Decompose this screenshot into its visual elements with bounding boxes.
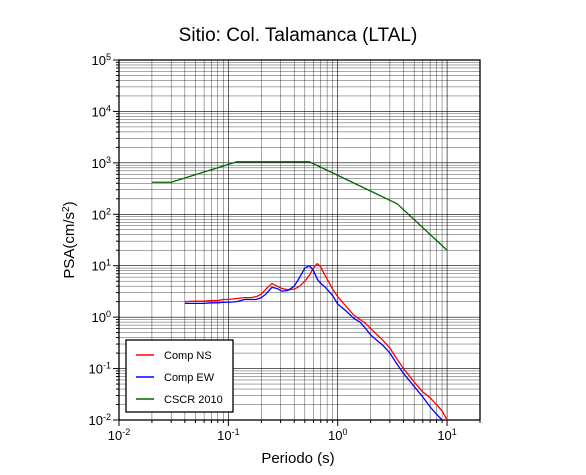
series-line-comp-ew (184, 265, 443, 421)
y-tick-label-exponent: 4 (106, 103, 111, 113)
y-tick-label: 102 (92, 206, 111, 222)
x-tick-label-exponent: 0 (342, 427, 347, 437)
x-tick-label-base: 10 (328, 428, 342, 443)
grid (119, 60, 480, 420)
y-tick-label-base: 10 (92, 104, 106, 119)
x-axis-ticks: 10-2 10-1 100 101 (108, 427, 457, 443)
legend: Comp NS Comp EW CSCR 2010 (125, 339, 234, 413)
y-tick-label-exponent: 1 (106, 258, 111, 268)
y-tick-label-exponent: 0 (106, 309, 111, 319)
y-tick-label-base: 10 (92, 310, 106, 325)
x-tick-label: 100 (328, 427, 347, 443)
legend-label-cscr-2010: CSCR 2010 (164, 394, 223, 406)
x-tick-label-exponent: -2 (122, 427, 130, 437)
y-tick-label-base: 10 (92, 156, 106, 171)
y-tick-label-base: 10 (92, 53, 106, 68)
y-tick-label: 100 (92, 309, 111, 325)
x-tick-label: 101 (437, 427, 456, 443)
legend-label-comp-ew: Comp EW (164, 372, 215, 384)
plot-frame (113, 59, 481, 426)
x-axis-label: Periodo (s) (261, 450, 334, 467)
y-tick-label: 10-2 (89, 412, 111, 428)
y-tick-label: 103 (92, 155, 111, 171)
y-tick-label-exponent: -2 (103, 412, 111, 422)
y-tick-label-exponent: 3 (106, 155, 111, 165)
y-axis-label-close: ) (61, 201, 78, 206)
y-tick-label-base: 10 (89, 413, 103, 428)
x-tick-label-base: 10 (217, 428, 231, 443)
plot-area-border (118, 59, 481, 421)
series-group (151, 161, 448, 421)
x-tick-label: 10-1 (217, 427, 239, 443)
legend-box (125, 339, 234, 413)
y-tick-label: 104 (92, 103, 111, 119)
x-tick-label-base: 10 (437, 428, 451, 443)
y-tick-label-base: 10 (89, 362, 103, 377)
legend-label-comp-ns: Comp NS (164, 350, 212, 362)
x-tick-label-exponent: -1 (232, 427, 240, 437)
chart-title: Sitio: Col. Talamanca (LTAL) (179, 25, 418, 46)
series-line-cscr-2010 (151, 161, 448, 251)
series-line-comp-ns (184, 262, 448, 421)
y-tick-label-exponent: -1 (103, 361, 111, 371)
y-tick-label: 101 (92, 258, 111, 274)
y-tick-label: 10-1 (89, 361, 111, 377)
x-tick-label-base: 10 (108, 428, 122, 443)
y-tick-label: 105 (92, 52, 111, 68)
y-tick-label-exponent: 5 (106, 52, 111, 62)
x-tick-label-exponent: 1 (452, 427, 457, 437)
y-tick-label-base: 10 (92, 259, 106, 274)
y-axis-label-superscript: 2 (61, 206, 72, 212)
y-axis-label: PSA(cm/s2) (61, 201, 79, 278)
y-axis-label-main: PSA(cm/s (61, 212, 78, 279)
x-tick-label: 10-2 (108, 427, 130, 443)
y-tick-label-exponent: 2 (106, 206, 111, 216)
y-tick-label-base: 10 (92, 207, 106, 222)
